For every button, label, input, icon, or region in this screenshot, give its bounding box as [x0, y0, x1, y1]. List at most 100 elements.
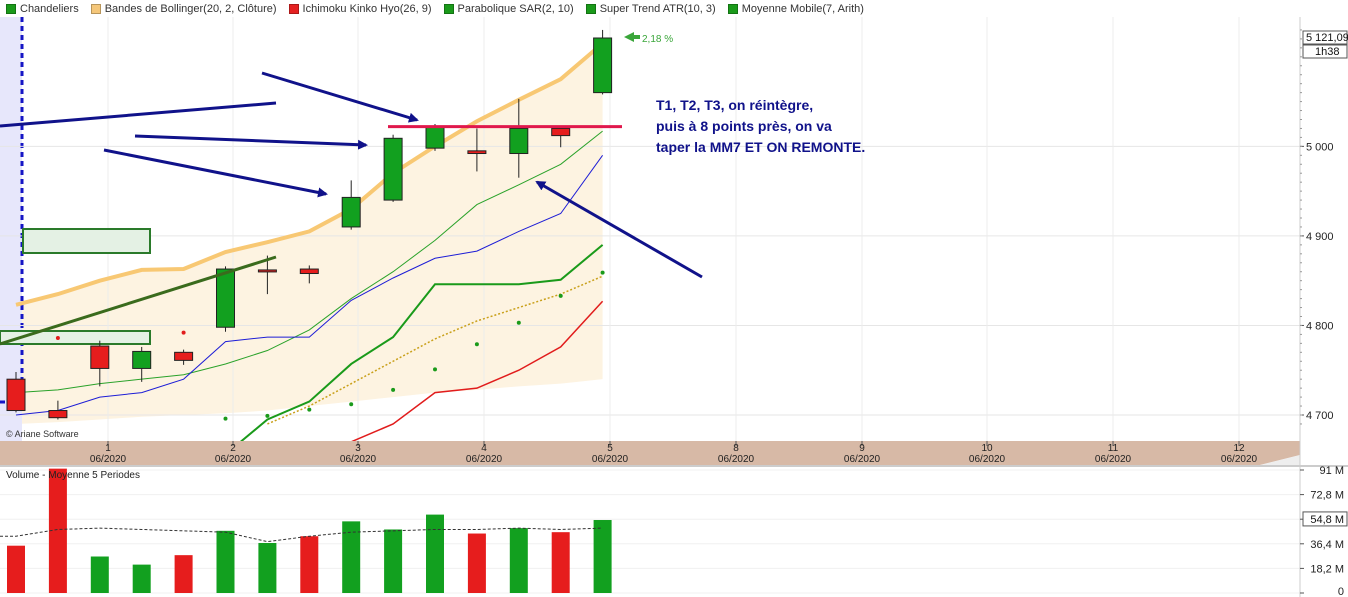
date-tick-month: 06/2020: [466, 454, 503, 465]
countdown-box: [1302, 44, 1348, 59]
candle-body: [425, 126, 445, 149]
sar-dot: [349, 402, 354, 407]
date-tick-day: 1: [105, 443, 111, 454]
annotation-line-1: T1, T2, T3, on réintègre,: [656, 97, 814, 113]
price-tick-label: 4 700: [1306, 410, 1334, 422]
candle-body: [467, 150, 487, 155]
legend-swatch-icon: [90, 3, 101, 14]
change-percent-label: 2,18 %: [642, 34, 673, 45]
parabolic-sar-dots: [55, 270, 605, 421]
date-tick-day: 12: [1233, 443, 1245, 454]
candle-body: [341, 196, 361, 228]
legend-label: Ichimoku Kinko Hyo(26, 9): [302, 2, 432, 15]
legend-item[interactable]: Moyenne Mobile(7, Arith): [727, 2, 864, 15]
annotation-line-2: puis à 8 points près, on va: [656, 118, 832, 134]
candle-body: [551, 127, 571, 137]
legend-item[interactable]: Bandes de Bollinger(20, 2, Clôture): [90, 3, 277, 15]
candle-body: [299, 268, 319, 275]
bollinger-band-fill: [16, 43, 603, 424]
legend-item[interactable]: Parabolique SAR(2, 10): [443, 2, 574, 15]
sar-dot: [223, 416, 228, 421]
volume-average-box: [1302, 511, 1348, 527]
volume-bar: [342, 521, 361, 593]
date-axis-corner: [1260, 455, 1300, 465]
date-axis-strip: [0, 441, 1300, 465]
legend-swatch-icon: [6, 3, 16, 14]
volume-tick-label: 36,4 M: [1310, 539, 1344, 551]
volume-bar: [174, 555, 193, 593]
moving-average-line: [15, 130, 603, 394]
supertrend-line: [224, 244, 604, 456]
support-zone-lower: [0, 330, 151, 345]
arrow-t1: [261, 71, 419, 123]
volume-tick-label: 72,8 M: [1310, 490, 1344, 502]
price-axis: 4 700 4 800 4 900 5 000: [1300, 29, 1334, 425]
candle-body: [6, 378, 26, 412]
date-tick-month: 06/2020: [1221, 454, 1258, 465]
volume-bar: [48, 468, 67, 593]
sar-dot: [307, 407, 312, 412]
date-tick-day: 9: [859, 443, 865, 454]
volume-bar: [509, 528, 528, 593]
candle-body: [90, 345, 110, 369]
change-arrow-icon: [624, 32, 640, 42]
legend-swatch-icon: [443, 3, 454, 14]
volume-tick-label: 0: [1338, 586, 1344, 597]
date-tick-month: 06/2020: [592, 454, 629, 465]
sar-dot: [474, 342, 479, 347]
volume-average-label: 54,8 M: [1310, 514, 1344, 526]
candle-body: [509, 127, 529, 155]
sar-dot: [516, 320, 521, 325]
candle-body: [48, 410, 68, 419]
volume-gridlines: [0, 469, 1300, 594]
volume-bar: [467, 533, 486, 593]
candle-body: [383, 137, 403, 201]
legend-item[interactable]: Chandeliers: [6, 3, 79, 15]
legend-item[interactable]: Ichimoku Kinko Hyo(26, 9): [288, 2, 432, 15]
date-tick-month: 06/2020: [215, 454, 252, 465]
arrow-t3: [103, 148, 328, 198]
arrow-mm7: [535, 180, 703, 279]
date-tick-day: 8: [733, 443, 739, 454]
date-tick-month: 06/2020: [1095, 454, 1132, 465]
last-price-label: 5 121,09: [1306, 32, 1348, 44]
legend-swatch-icon: [585, 3, 596, 14]
date-tick-month: 06/2020: [844, 454, 881, 465]
date-axis: 106/2020206/2020306/2020406/2020506/2020…: [90, 441, 1258, 465]
date-tick-day: 11: [1108, 443, 1119, 454]
legend-label: Moyenne Mobile(7, Arith): [741, 2, 864, 15]
volume-bar: [300, 536, 319, 593]
candle-body: [174, 351, 194, 361]
date-tick-day: 2: [230, 443, 236, 454]
indicator-overlays: [15, 41, 604, 456]
price-tick-label: 4 800: [1306, 320, 1334, 332]
volume-bar: [384, 529, 403, 593]
price-tick-label: 5 000: [1306, 141, 1334, 153]
drawn-line-left: [0, 101, 277, 128]
copyright-label: © Ariane Software: [6, 429, 79, 439]
sar-dot: [558, 293, 563, 298]
legend-swatch-icon: [727, 3, 738, 14]
legend-swatch-icon: [288, 3, 299, 14]
trend-line: [0, 255, 277, 346]
volume-bar: [551, 532, 570, 593]
support-zone-upper: [22, 228, 151, 254]
volume-tick-label: 91 M: [1320, 465, 1344, 477]
candlesticks: [6, 29, 613, 420]
legend-label: Parabolique SAR(2, 10): [457, 2, 574, 15]
kijun-line: [15, 155, 604, 416]
date-tick-day: 10: [981, 443, 993, 454]
price-tick-label: 4 900: [1306, 231, 1334, 243]
legend-item[interactable]: Super Trend ATR(10, 3): [585, 3, 716, 15]
volume-bar: [593, 520, 612, 593]
countdown-label: 1h38: [1315, 46, 1339, 58]
date-tick-month: 06/2020: [340, 454, 377, 465]
candle-body: [593, 37, 613, 94]
bollinger-upper-line: [15, 41, 604, 307]
date-tick-day: 3: [355, 443, 361, 454]
candle-body: [132, 350, 152, 369]
sar-dot: [265, 413, 270, 418]
volume-tick-label: 18,2 M: [1310, 563, 1344, 575]
